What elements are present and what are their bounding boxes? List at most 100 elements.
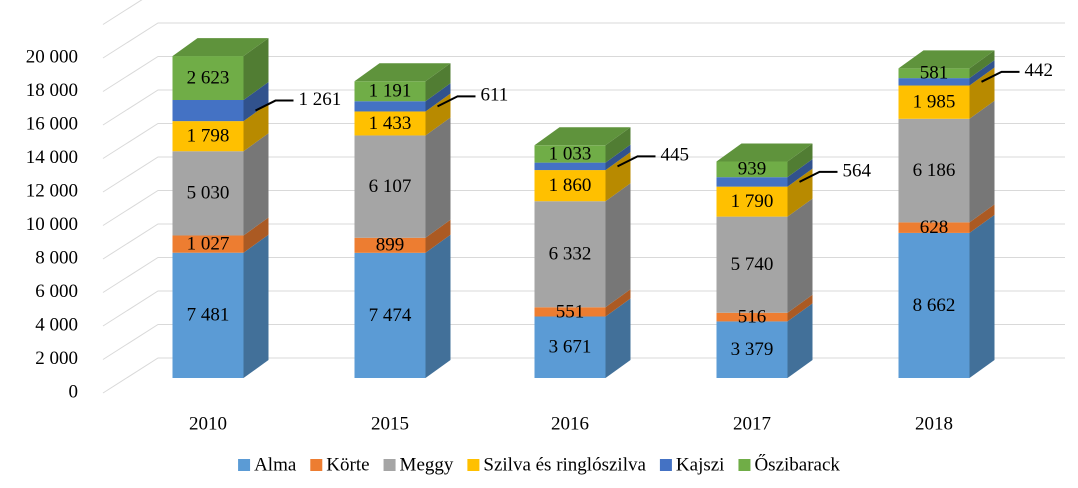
bar-segment: [716, 312, 788, 322]
bar-side: [969, 214, 995, 378]
bar-top: [716, 143, 813, 162]
data-label: 581: [920, 63, 949, 84]
bar-side: [787, 198, 813, 313]
bar-side: [605, 298, 631, 378]
bar-segment: [534, 162, 606, 171]
bar-segment: [172, 121, 244, 152]
bar-segment: [716, 216, 788, 313]
bar-side: [787, 159, 813, 187]
bar-segment: [172, 100, 244, 122]
data-label: 1 790: [731, 191, 774, 212]
grid-line: [102, 123, 1065, 159]
y-tick-label: 4 000: [35, 314, 78, 335]
bar-side: [243, 82, 269, 122]
bar-segment: [898, 222, 970, 233]
legend-label: Körte: [326, 454, 369, 475]
bar-segment: [354, 237, 426, 253]
data-label: 3 379: [731, 339, 774, 360]
bar-segment: [898, 68, 970, 79]
bar-side: [243, 234, 269, 378]
bar-segment: [354, 101, 426, 112]
bar-segment: [898, 78, 970, 86]
leader-line: [437, 95, 476, 108]
data-label: 551: [556, 301, 585, 322]
bar-top: [354, 63, 451, 82]
bar-segment: [716, 161, 788, 178]
grid-line: [102, 0, 143, 25]
legend-swatch: [238, 459, 251, 471]
x-tick-label: 2015: [371, 413, 409, 434]
bar-side: [425, 83, 451, 112]
grid-line: [102, 56, 1065, 92]
bar-side: [425, 219, 451, 253]
bar-side: [425, 63, 451, 102]
bar-segment: [172, 252, 244, 378]
bar-side: [787, 294, 813, 322]
bar-side: [787, 168, 813, 217]
legend: Alma Körte Meggy Szilva és ringlószilva Kajs…: [238, 453, 840, 475]
bar-side: [243, 217, 269, 253]
leader-line: [799, 170, 838, 183]
bar-segment: [172, 235, 244, 253]
data-label: 516: [738, 306, 767, 327]
data-label: 2 623: [187, 67, 230, 88]
bar-side: [243, 133, 269, 236]
bar-side: [969, 60, 995, 86]
data-label: 6 332: [549, 244, 592, 265]
bar-segment: [716, 321, 788, 378]
bar-segment: [716, 186, 788, 217]
data-label: 3 671: [549, 337, 592, 358]
legend-label: Meggy: [400, 454, 454, 475]
legend-swatch: [738, 459, 751, 471]
bar-side: [425, 117, 451, 238]
data-label: 445: [661, 145, 690, 166]
data-label: 1 860: [549, 175, 592, 196]
bar-segment: [354, 135, 426, 238]
data-label: 1 433: [369, 113, 412, 134]
bar-segment: [534, 145, 606, 163]
bar-side: [243, 38, 269, 101]
bar-segment: [172, 151, 244, 236]
bar-side: [969, 100, 995, 223]
y-tick-label: 14 000: [26, 147, 78, 168]
data-label: 1 261: [299, 89, 342, 110]
y-tick-label: 2 000: [35, 348, 78, 369]
data-label: 1 985: [913, 92, 956, 113]
data-label: 8 662: [913, 295, 956, 316]
bar-side: [425, 234, 451, 378]
bar-segment: [172, 56, 244, 101]
y-tick-label: 16 000: [26, 113, 78, 134]
y-tick-label: 12 000: [26, 180, 78, 201]
legend-label: Szilva és ringlószilva: [483, 454, 646, 475]
legend-swatch: [383, 459, 396, 471]
data-label: 899: [376, 235, 405, 256]
bar-side: [605, 289, 631, 317]
bar-segment: [898, 85, 970, 119]
bar-side: [969, 67, 995, 119]
bar-side: [243, 103, 269, 152]
grid-line: [102, 22, 1065, 59]
legend-swatch: [310, 459, 323, 471]
leader-line: [255, 99, 294, 112]
y-tick-label: 0: [69, 381, 79, 402]
x-tick-label: 2010: [189, 413, 227, 434]
x-tick-label: 2017: [733, 413, 771, 434]
bar-segment: [898, 232, 970, 378]
x-tick-label: 2018: [915, 413, 953, 434]
y-tick-label: 8 000: [35, 247, 78, 268]
y-tick-label: 18 000: [26, 80, 78, 101]
bar-side: [605, 152, 631, 202]
data-label: 564: [843, 160, 872, 181]
data-label: 1 027: [187, 233, 230, 254]
data-label: 611: [481, 85, 509, 106]
leader-line: [981, 70, 1020, 83]
data-label: 6 107: [369, 176, 412, 197]
bar-top: [172, 38, 269, 57]
bar-side: [969, 204, 995, 233]
bar-segment: [534, 170, 606, 202]
grid-line: [102, 89, 1065, 126]
bar-side: [605, 127, 631, 163]
bar-side: [969, 50, 995, 79]
bar-segment: [534, 316, 606, 378]
bar-segment: [354, 81, 426, 102]
